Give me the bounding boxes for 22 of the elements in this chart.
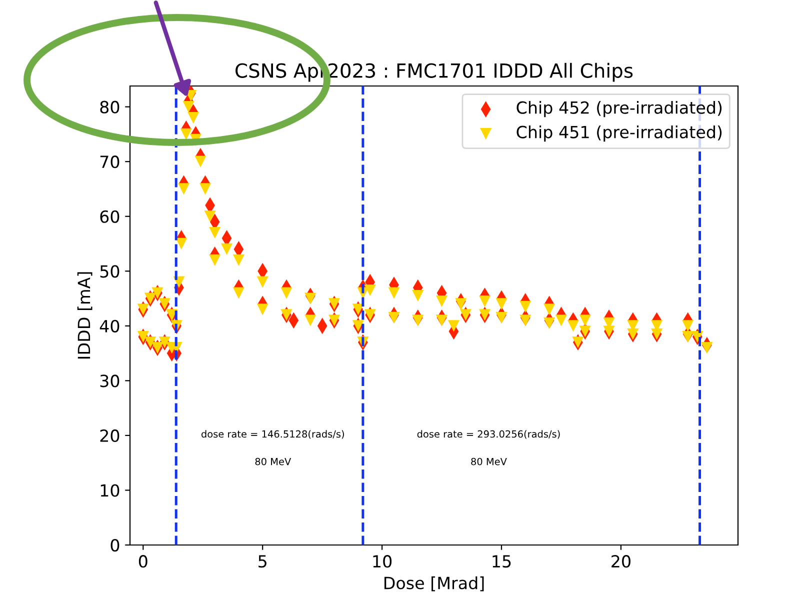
x-tick-label: 10 (373, 555, 392, 568)
x-tick-label: 5 (258, 555, 266, 568)
x-tick-label: 0 (138, 555, 148, 568)
annotation: 80 MeV (255, 458, 292, 466)
y-axis-title: IDDD [mA] (77, 272, 92, 359)
y-tick-label: 60 (100, 210, 120, 223)
x-axis-title: Dose [Mrad] (384, 576, 484, 592)
y-tick-label: 30 (100, 374, 120, 388)
y-tick-label: 20 (100, 429, 120, 442)
legend-label: Chip 451 (pre-irradiated) (516, 125, 722, 142)
annotation: 80 MeV (471, 458, 507, 466)
x-tick-label: 15 (492, 555, 511, 568)
annotation: dose rate = 293.0256(rads/s) (417, 430, 560, 439)
y-tick-label: 50 (100, 265, 120, 278)
y-tick-label: 80 (100, 100, 120, 114)
y-tick-label: 40 (100, 320, 120, 332)
x-tick-label: 20 (612, 555, 630, 568)
y-tick-label: 0 (110, 538, 120, 552)
y-tick-label: 70 (100, 156, 120, 168)
y-tick-label: 10 (100, 484, 120, 497)
annotation: dose rate = 146.5128(rads/s) (201, 430, 344, 439)
legend-label: Chip 452 (pre-irradiated) (516, 101, 722, 118)
